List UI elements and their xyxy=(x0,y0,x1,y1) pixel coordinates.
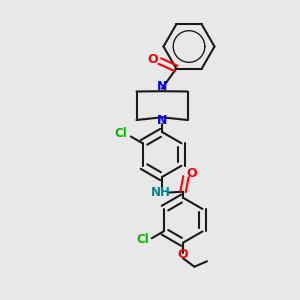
Text: O: O xyxy=(178,248,188,261)
Text: N: N xyxy=(157,80,167,94)
Text: Cl: Cl xyxy=(115,127,127,140)
Text: N: N xyxy=(157,114,167,128)
Text: O: O xyxy=(186,167,197,180)
Text: Cl: Cl xyxy=(136,233,149,246)
Text: NH: NH xyxy=(151,186,170,199)
Text: O: O xyxy=(148,53,158,66)
